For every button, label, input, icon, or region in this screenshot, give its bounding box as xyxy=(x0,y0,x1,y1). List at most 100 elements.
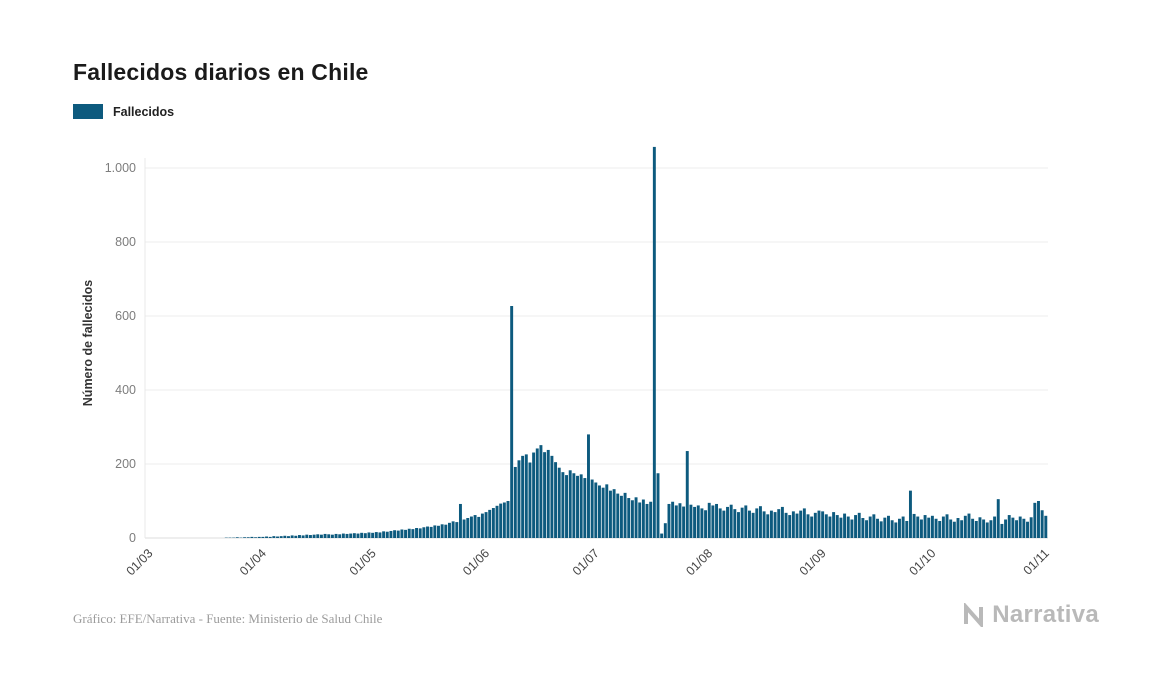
bar xyxy=(612,489,616,538)
bar xyxy=(594,482,598,538)
bar xyxy=(645,503,649,538)
bar xyxy=(872,514,876,538)
bar xyxy=(865,520,868,538)
bar xyxy=(543,452,547,538)
bar xyxy=(415,528,418,538)
y-tick-label: 600 xyxy=(115,309,136,323)
bar xyxy=(1000,523,1004,538)
bar xyxy=(404,529,408,538)
bar xyxy=(649,501,653,538)
bar xyxy=(477,516,481,538)
bar xyxy=(535,448,539,538)
bar xyxy=(352,533,356,538)
bar xyxy=(748,510,751,538)
bar xyxy=(707,502,711,538)
bar xyxy=(623,492,627,538)
bar xyxy=(356,533,360,538)
bar xyxy=(466,518,470,538)
bar xyxy=(565,475,568,538)
bar xyxy=(667,503,671,538)
bar xyxy=(312,534,316,538)
bar xyxy=(433,525,437,538)
legend: Fallecidos xyxy=(73,104,174,119)
bar xyxy=(938,520,942,538)
bar xyxy=(568,470,572,538)
bar xyxy=(843,513,847,538)
bar xyxy=(363,533,367,538)
bar xyxy=(605,484,609,538)
bar xyxy=(411,529,415,538)
bar xyxy=(700,508,704,538)
bar xyxy=(982,519,986,538)
bar xyxy=(1011,517,1015,538)
legend-swatch xyxy=(73,104,103,119)
x-tick-label: 01/03 xyxy=(124,546,156,578)
bar xyxy=(301,535,305,538)
bar xyxy=(901,516,905,538)
bar xyxy=(360,532,364,538)
bar xyxy=(923,515,927,538)
bar xyxy=(319,534,323,538)
bar xyxy=(729,504,733,538)
bar xyxy=(777,509,781,538)
bar xyxy=(682,506,686,538)
bar xyxy=(458,503,462,538)
bar xyxy=(846,516,850,538)
bar xyxy=(791,511,795,538)
bar xyxy=(1007,515,1011,538)
bar xyxy=(444,524,448,538)
bar xyxy=(243,537,247,538)
bar xyxy=(949,519,953,538)
bar xyxy=(608,490,612,538)
bar xyxy=(919,519,923,538)
x-tick-label: 01/07 xyxy=(570,546,602,578)
bar xyxy=(510,306,514,538)
bar xyxy=(780,506,784,538)
bar xyxy=(634,497,638,538)
source-credit: Gráfico: EFE/Narrativa - Fuente: Ministe… xyxy=(73,611,383,626)
x-tick-label: 01/11 xyxy=(1021,546,1052,577)
bar xyxy=(887,515,890,538)
bar xyxy=(876,518,879,538)
bar xyxy=(898,518,901,538)
bar xyxy=(429,526,433,538)
bar xyxy=(1015,520,1018,538)
x-tick-label: 01/06 xyxy=(460,546,492,578)
bar xyxy=(261,536,265,538)
chart-canvas: 0 200 400 600 800 1.000 01/03 01/04 01/05 01/06 01… xyxy=(105,146,1052,578)
bar xyxy=(1022,518,1026,538)
bar xyxy=(1018,516,1022,538)
bar xyxy=(598,485,601,538)
bar xyxy=(550,455,554,538)
bar xyxy=(506,501,510,538)
bar xyxy=(963,515,967,538)
bar xyxy=(806,514,810,538)
bar xyxy=(854,515,858,538)
brand-name: Narrativa xyxy=(992,601,1099,628)
bar xyxy=(978,517,982,538)
bar xyxy=(799,510,803,538)
bar xyxy=(656,473,660,538)
y-tick-label: 1.000 xyxy=(105,161,136,175)
bar xyxy=(766,514,770,538)
bar xyxy=(572,473,576,538)
x-tick-label: 01/04 xyxy=(237,546,269,578)
x-tick-label: 01/10 xyxy=(906,546,938,578)
bar xyxy=(894,522,898,538)
bar xyxy=(996,499,1000,538)
bar xyxy=(945,514,949,538)
bar xyxy=(850,519,854,538)
bar xyxy=(265,536,268,538)
bar xyxy=(579,474,583,538)
bar xyxy=(784,512,788,538)
bar xyxy=(469,516,473,538)
bar xyxy=(528,462,532,538)
bar xyxy=(587,434,590,538)
bar xyxy=(590,479,594,538)
bar xyxy=(967,513,971,538)
bar xyxy=(283,535,287,538)
bar xyxy=(726,506,729,538)
bar xyxy=(455,522,459,538)
bar xyxy=(601,487,605,538)
bar xyxy=(488,509,492,538)
